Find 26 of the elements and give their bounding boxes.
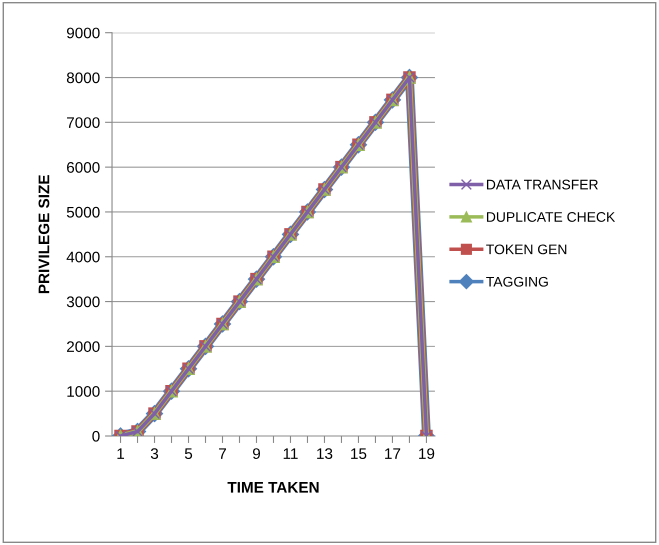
y-tick-label: 8000 bbox=[66, 72, 100, 84]
x-tick-label: 19 bbox=[419, 448, 434, 460]
y-tick-label: 3000 bbox=[66, 296, 100, 308]
y-tick-label: 9000 bbox=[66, 28, 100, 38]
y-tick-label: 4000 bbox=[66, 252, 100, 262]
x-tick-label: 7 bbox=[219, 448, 226, 459]
legend-label: DATA TRANSFER bbox=[486, 180, 598, 190]
x-tick-label: 15 bbox=[351, 448, 366, 460]
x-tick-label: 5 bbox=[184, 448, 192, 460]
x-tick-label: 3 bbox=[150, 448, 158, 460]
y-tick-label: 1000 bbox=[67, 386, 100, 397]
x-tick-label: 1 bbox=[117, 448, 124, 459]
y-axis-title: PRIVILEGE SIZE bbox=[38, 175, 50, 294]
legend-label: DUPLICATE CHECK bbox=[486, 212, 616, 222]
x-axis-title: TIME TAKEN bbox=[228, 482, 319, 493]
x-tick-label: 11 bbox=[284, 448, 298, 459]
legend-label: TOKEN GEN bbox=[486, 244, 566, 254]
legend-label: TAGGING bbox=[486, 276, 548, 287]
y-tick-label: 2000 bbox=[67, 341, 100, 352]
x-tick-label: 9 bbox=[252, 448, 260, 460]
x-tick-label: 17 bbox=[385, 448, 400, 459]
y-tick-label: 5000 bbox=[66, 206, 100, 218]
y-tick-label: 6000 bbox=[67, 162, 100, 173]
y-tick-label: 7000 bbox=[67, 117, 100, 128]
x-tick-label: 13 bbox=[317, 448, 332, 460]
y-tick-label: 0 bbox=[92, 430, 100, 442]
